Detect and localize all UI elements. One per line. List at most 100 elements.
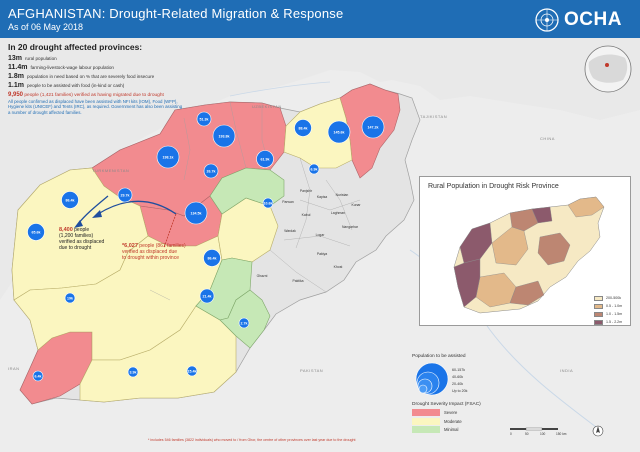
- fact-value: 13m: [8, 55, 23, 62]
- scale-label: 150 km: [556, 432, 567, 436]
- bubble-circle: [203, 249, 221, 267]
- population-bubble: 145.6k: [327, 120, 351, 144]
- inset-region: [509, 280, 545, 306]
- migration-arrowhead: [74, 220, 83, 228]
- province-label: Laghman: [331, 211, 345, 215]
- province-label: Ghazni: [257, 274, 268, 278]
- bubble-circle: [156, 145, 180, 169]
- bubble-label: 29.7k: [121, 193, 130, 197]
- key-facts-panel: In 20 drought affected provinces: 13m rur…: [8, 42, 258, 115]
- population-bubble: 3.9k: [127, 366, 139, 378]
- fact-item: 11.4m farming-livestock-wage labour popul…: [8, 63, 258, 72]
- population-bubble: 10.6k: [262, 197, 274, 209]
- legend-swatch: [594, 312, 603, 317]
- country-label: IRAN: [8, 366, 20, 371]
- bubble-circle: [238, 317, 250, 329]
- bubble-circle: [212, 124, 236, 148]
- callout-east: *6,027 people (861 families) verified as…: [122, 243, 186, 261]
- bubble-circle: [127, 366, 139, 378]
- bubble-circle: [61, 191, 79, 209]
- bubble-label: 65.6k: [32, 230, 41, 234]
- bubble-label: 198.1k: [163, 155, 174, 159]
- inset-region: [491, 226, 529, 266]
- fact-value: 1.1m: [8, 82, 24, 89]
- bubble-circle: [186, 365, 198, 377]
- legend-swatch: [412, 417, 440, 425]
- bubble-label: 26.7k: [207, 169, 216, 173]
- migration-arrowhead: [92, 210, 102, 218]
- displaced-value: 9,950: [8, 92, 24, 98]
- bubble-circle: [196, 111, 212, 127]
- severity-legend-item: Severe: [412, 409, 512, 418]
- callout-west-value: 8,400: [59, 227, 73, 233]
- bubble-label: 15.4k: [188, 369, 197, 373]
- inset-region: [567, 196, 605, 218]
- legend-swatch: [412, 426, 440, 433]
- scale-label: 100: [540, 432, 546, 436]
- population-legend-label: 40-60k: [452, 375, 463, 379]
- bubble-label: 21.4k: [203, 294, 212, 298]
- population-bubble: 65.6k: [27, 223, 45, 241]
- bubble-label: 88.4k: [299, 126, 308, 130]
- population-legend: Population to be assisted 60-157k 40-60k…: [412, 354, 532, 400]
- fact-item: 1.8m population in need based on % that a…: [8, 72, 258, 81]
- callout-west: 8,400 people (1,200 families) verified a…: [59, 227, 104, 251]
- northern-neighbours: [0, 38, 640, 300]
- population-bubble: 134.5k: [184, 201, 208, 225]
- callout-west-line: due to drought: [59, 245, 92, 251]
- bubble-circle: [199, 288, 215, 304]
- legend-swatch: [412, 409, 440, 416]
- inset-region: [509, 208, 539, 232]
- ocha-wordmark: OCHA: [564, 9, 622, 30]
- province-label: Paktika: [292, 279, 303, 283]
- province-label: Logar: [316, 233, 326, 237]
- callout-east-line: people (861 families): [139, 243, 186, 249]
- north-arrow-icon: [592, 425, 604, 437]
- bubble-label: 145.6k: [334, 130, 345, 134]
- bubble-circle: [117, 187, 133, 203]
- fact-text: rural population: [25, 56, 57, 61]
- bubble-label: 10.6k: [264, 201, 273, 205]
- province-label: Parwan: [282, 200, 294, 204]
- bubble-circle: [361, 115, 385, 139]
- callout-west-line: verified as displaced: [59, 239, 105, 245]
- country-label: TURKMENISTAN: [92, 168, 130, 173]
- assistance-note: All people confirmed as displaced have b…: [8, 99, 183, 115]
- locator-globe: [584, 45, 632, 93]
- bubble-circle: [327, 120, 351, 144]
- inset-legend-item: 1.5 - 2.2m: [594, 319, 628, 327]
- bubble-label: 3.9k: [130, 370, 137, 374]
- population-bubble: 21.4k: [199, 288, 215, 304]
- province-label: Nuristan: [336, 193, 349, 197]
- kandahar-province: [79, 305, 237, 403]
- bubble-label: 51.3k: [200, 117, 209, 121]
- severity-legend: Drought Severity Impact (FSAC) Severe Mo…: [412, 402, 512, 435]
- legend-swatch: [594, 320, 603, 325]
- bubble-label: 193.8k: [219, 134, 230, 138]
- migration-arrow: [97, 200, 177, 215]
- province-label: Paktya: [317, 252, 327, 256]
- map-canvas: 65.6k 29.7k 51.3k 193.8k 61.9k 26.7k 145.6k 147…: [0, 38, 640, 452]
- bubble-label: 19k: [67, 296, 73, 300]
- callout-west-line: people: [74, 227, 90, 233]
- bubble-label: 2.7k: [241, 321, 248, 325]
- severity-legend-item: Moderate: [412, 417, 512, 427]
- province-label: Kunar: [351, 203, 361, 207]
- fact-value: 11.4m: [8, 64, 28, 71]
- population-bubble: 15.4k: [186, 365, 198, 377]
- legend-label: 200-500k: [606, 296, 621, 300]
- population-bubble: 2.7k: [238, 317, 250, 329]
- displaced-text: people (1,421 families) verified as havi…: [24, 93, 164, 98]
- population-bubble: 88.4k: [294, 119, 312, 137]
- province-boundaries: [149, 101, 361, 301]
- bubble-label: 86.4k: [208, 256, 217, 260]
- scale-label: 0: [510, 432, 512, 436]
- callout-east-line: to drought within province: [122, 255, 179, 261]
- legend-swatch: [594, 304, 603, 309]
- inset-region-high: [531, 206, 553, 224]
- bubble-circle: [256, 150, 274, 168]
- population-legend-circles: [415, 362, 449, 396]
- un-emblem-icon: [535, 8, 559, 32]
- population-bubble: 198.1k: [156, 145, 180, 169]
- bubble-circle: [27, 223, 45, 241]
